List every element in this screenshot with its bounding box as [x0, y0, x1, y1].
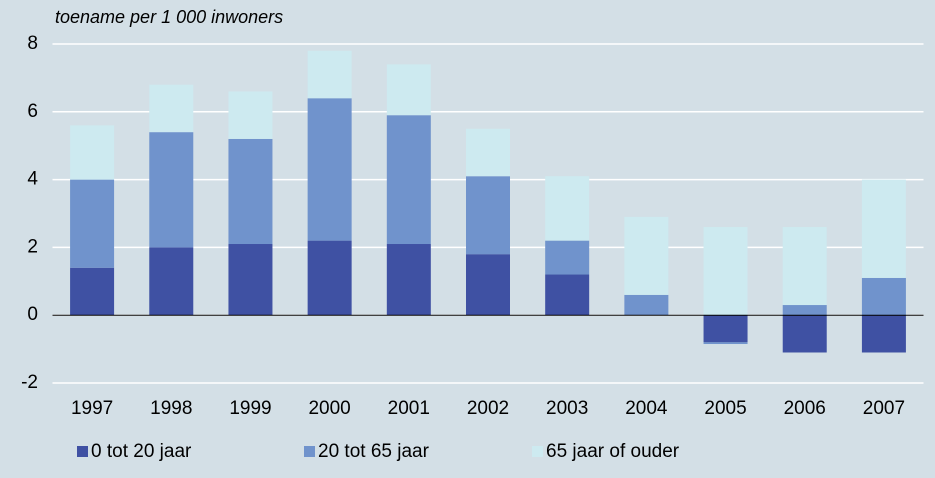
x-tick-label: 2003: [546, 398, 588, 419]
bar-segment: [861, 277, 906, 316]
bar-segment: [386, 64, 431, 116]
bar-segment: [466, 254, 510, 316]
legend-swatch: [304, 446, 315, 457]
x-tick-label: 2004: [625, 398, 668, 419]
bar-segment: [386, 244, 431, 316]
x-tick-label: 1999: [229, 398, 271, 419]
bar-segment: [466, 128, 510, 177]
legend-label: 65 jaar of ouder: [546, 441, 680, 462]
bar-segment: [703, 342, 748, 345]
bar-segment: [861, 315, 906, 353]
bar-segment: [149, 247, 194, 316]
x-tick-label: 2007: [863, 398, 905, 419]
y-tick-label: 4: [27, 169, 38, 190]
bar-segment: [70, 267, 115, 316]
y-tick-label: 6: [27, 101, 38, 122]
bar-segment: [70, 179, 115, 268]
bar-segment: [70, 125, 115, 180]
bar-segment: [228, 244, 273, 316]
bar-segment: [703, 227, 748, 316]
bar-segment: [545, 274, 590, 316]
y-tick-label: -2: [21, 372, 38, 393]
bar-segment: [228, 138, 273, 245]
bar-segment: [782, 315, 827, 353]
bar-segment: [149, 132, 194, 248]
bar-segment: [861, 179, 906, 278]
x-tick-label: 1997: [71, 398, 113, 419]
y-tick-label: 2: [27, 236, 38, 257]
bar-segment: [624, 294, 669, 316]
bar-segment: [703, 315, 748, 343]
x-tick-label: 2000: [308, 398, 350, 419]
bar-segment: [466, 176, 510, 255]
bar-segment: [386, 115, 431, 245]
bar-segment: [149, 84, 194, 133]
bar-segment: [307, 50, 352, 99]
legend-swatch: [77, 446, 88, 457]
bar-segment: [782, 305, 827, 316]
bar-segment: [307, 240, 352, 316]
bar-segment: [545, 240, 590, 275]
x-tick-label: 2001: [388, 398, 430, 419]
bar-segment: [545, 176, 590, 241]
bar-segment: [228, 91, 273, 139]
legend-label: 20 tot 65 jaar: [318, 441, 430, 462]
y-tick-label: 8: [27, 33, 38, 54]
x-tick-label: 1998: [150, 398, 192, 419]
bar-segment: [624, 216, 669, 295]
bar-segment: [782, 227, 827, 306]
x-tick-label: 2002: [467, 398, 509, 419]
bar-segment: [307, 98, 352, 241]
chart-title: toename per 1 000 inwoners: [55, 7, 283, 27]
x-tick-label: 2005: [704, 398, 746, 419]
x-tick-label: 2006: [784, 398, 826, 419]
legend-swatch: [532, 446, 543, 457]
legend-label: 0 tot 20 jaar: [91, 441, 192, 462]
y-tick-label: 0: [27, 304, 38, 325]
